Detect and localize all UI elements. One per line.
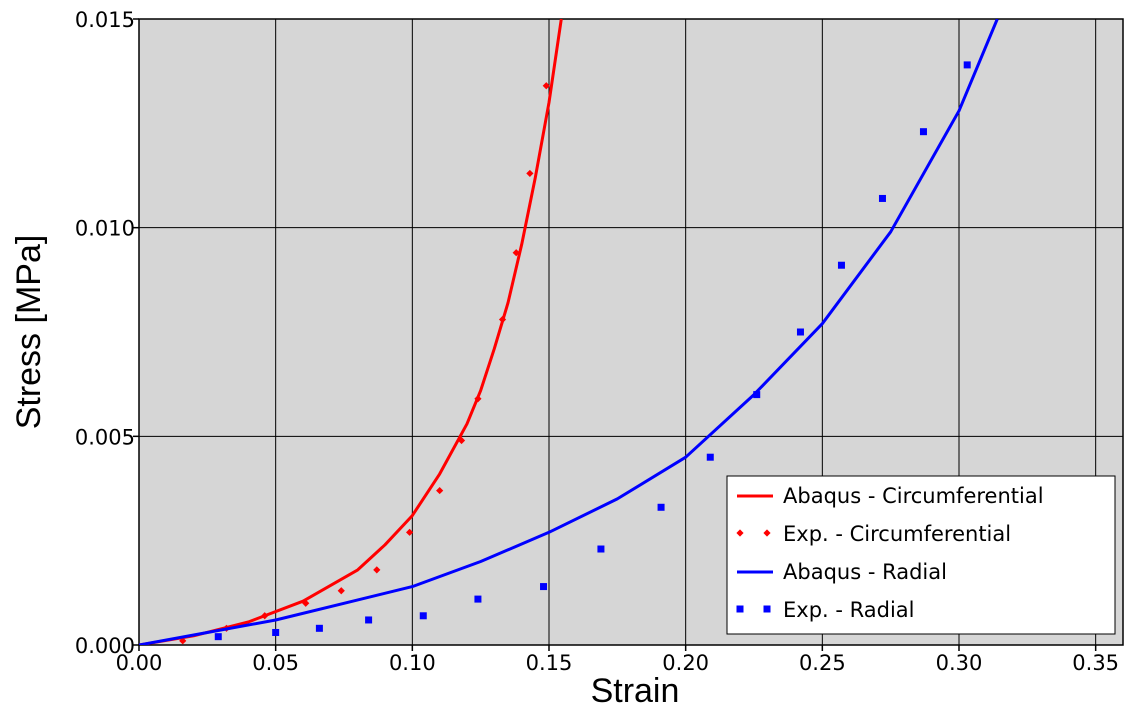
y-tick-label: 0.000 [75, 634, 135, 658]
data-point [657, 503, 665, 511]
x-tick-label: 0.20 [662, 651, 709, 675]
x-axis-title: Strain [591, 672, 680, 710]
series-line [139, 19, 563, 645]
y-axis-title: Stress [MPa] [10, 235, 48, 430]
data-point [963, 61, 971, 69]
data-point [179, 637, 187, 645]
y-axis-ticks: 0.000 0.005 0.010 0.015 [75, 8, 139, 658]
data-point [337, 587, 345, 595]
series-3 [214, 61, 971, 641]
series-layer [139, 19, 999, 645]
x-tick-label: 0.10 [389, 651, 436, 675]
data-point [763, 605, 771, 613]
data-point [436, 486, 444, 495]
data-point [512, 249, 520, 257]
data-point [302, 599, 310, 607]
legend-label: Abaqus - Circumferential [783, 484, 1044, 508]
legend-box [726, 475, 1116, 635]
y-tick-label: 0.005 [75, 425, 135, 449]
data-point [272, 628, 280, 636]
data-point [763, 529, 771, 537]
data-point [542, 82, 550, 90]
series-0 [139, 19, 563, 645]
data-point [837, 261, 845, 269]
data-point [736, 605, 744, 613]
data-point [406, 528, 414, 536]
plot-frame [138, 18, 1124, 646]
data-point [474, 595, 482, 603]
data-point [540, 583, 548, 591]
data-point [373, 566, 381, 574]
data-point [796, 328, 804, 336]
data-point [214, 633, 222, 641]
series-2 [139, 19, 999, 645]
data-point [597, 545, 605, 553]
data-point [365, 616, 373, 624]
data-point [498, 315, 507, 324]
series-line [139, 19, 999, 645]
legend: Abaqus - Circumferential Exp. - Circumfer… [726, 475, 1116, 635]
x-tick-label: 0.15 [526, 651, 573, 675]
data-point [878, 194, 886, 202]
data-point [736, 529, 744, 537]
legend-label: Abaqus - Radial [783, 560, 947, 584]
data-point [526, 169, 534, 178]
legend-label: Exp. - Radial [783, 598, 915, 622]
y-tick-label: 0.015 [75, 8, 135, 32]
data-point [457, 436, 466, 445]
data-point [261, 612, 269, 620]
legend-label: Exp. - Circumferential [783, 522, 1011, 546]
x-tick-label: 0.30 [936, 651, 983, 675]
x-tick-label: 0.35 [1072, 651, 1119, 675]
data-point [315, 624, 323, 632]
y-tick-label: 0.010 [75, 217, 135, 241]
x-tick-label: 0.25 [799, 651, 846, 675]
data-point [919, 128, 927, 136]
x-tick-label: 0.05 [252, 651, 299, 675]
x-tick-label: 0.00 [116, 651, 163, 675]
data-point [419, 612, 427, 620]
data-point [474, 395, 482, 403]
x-axis-ticks: 0.00 0.05 0.10 0.15 0.20 0.25 0.30 0.35 [116, 645, 1119, 675]
data-point [753, 391, 761, 399]
data-point [706, 453, 714, 461]
